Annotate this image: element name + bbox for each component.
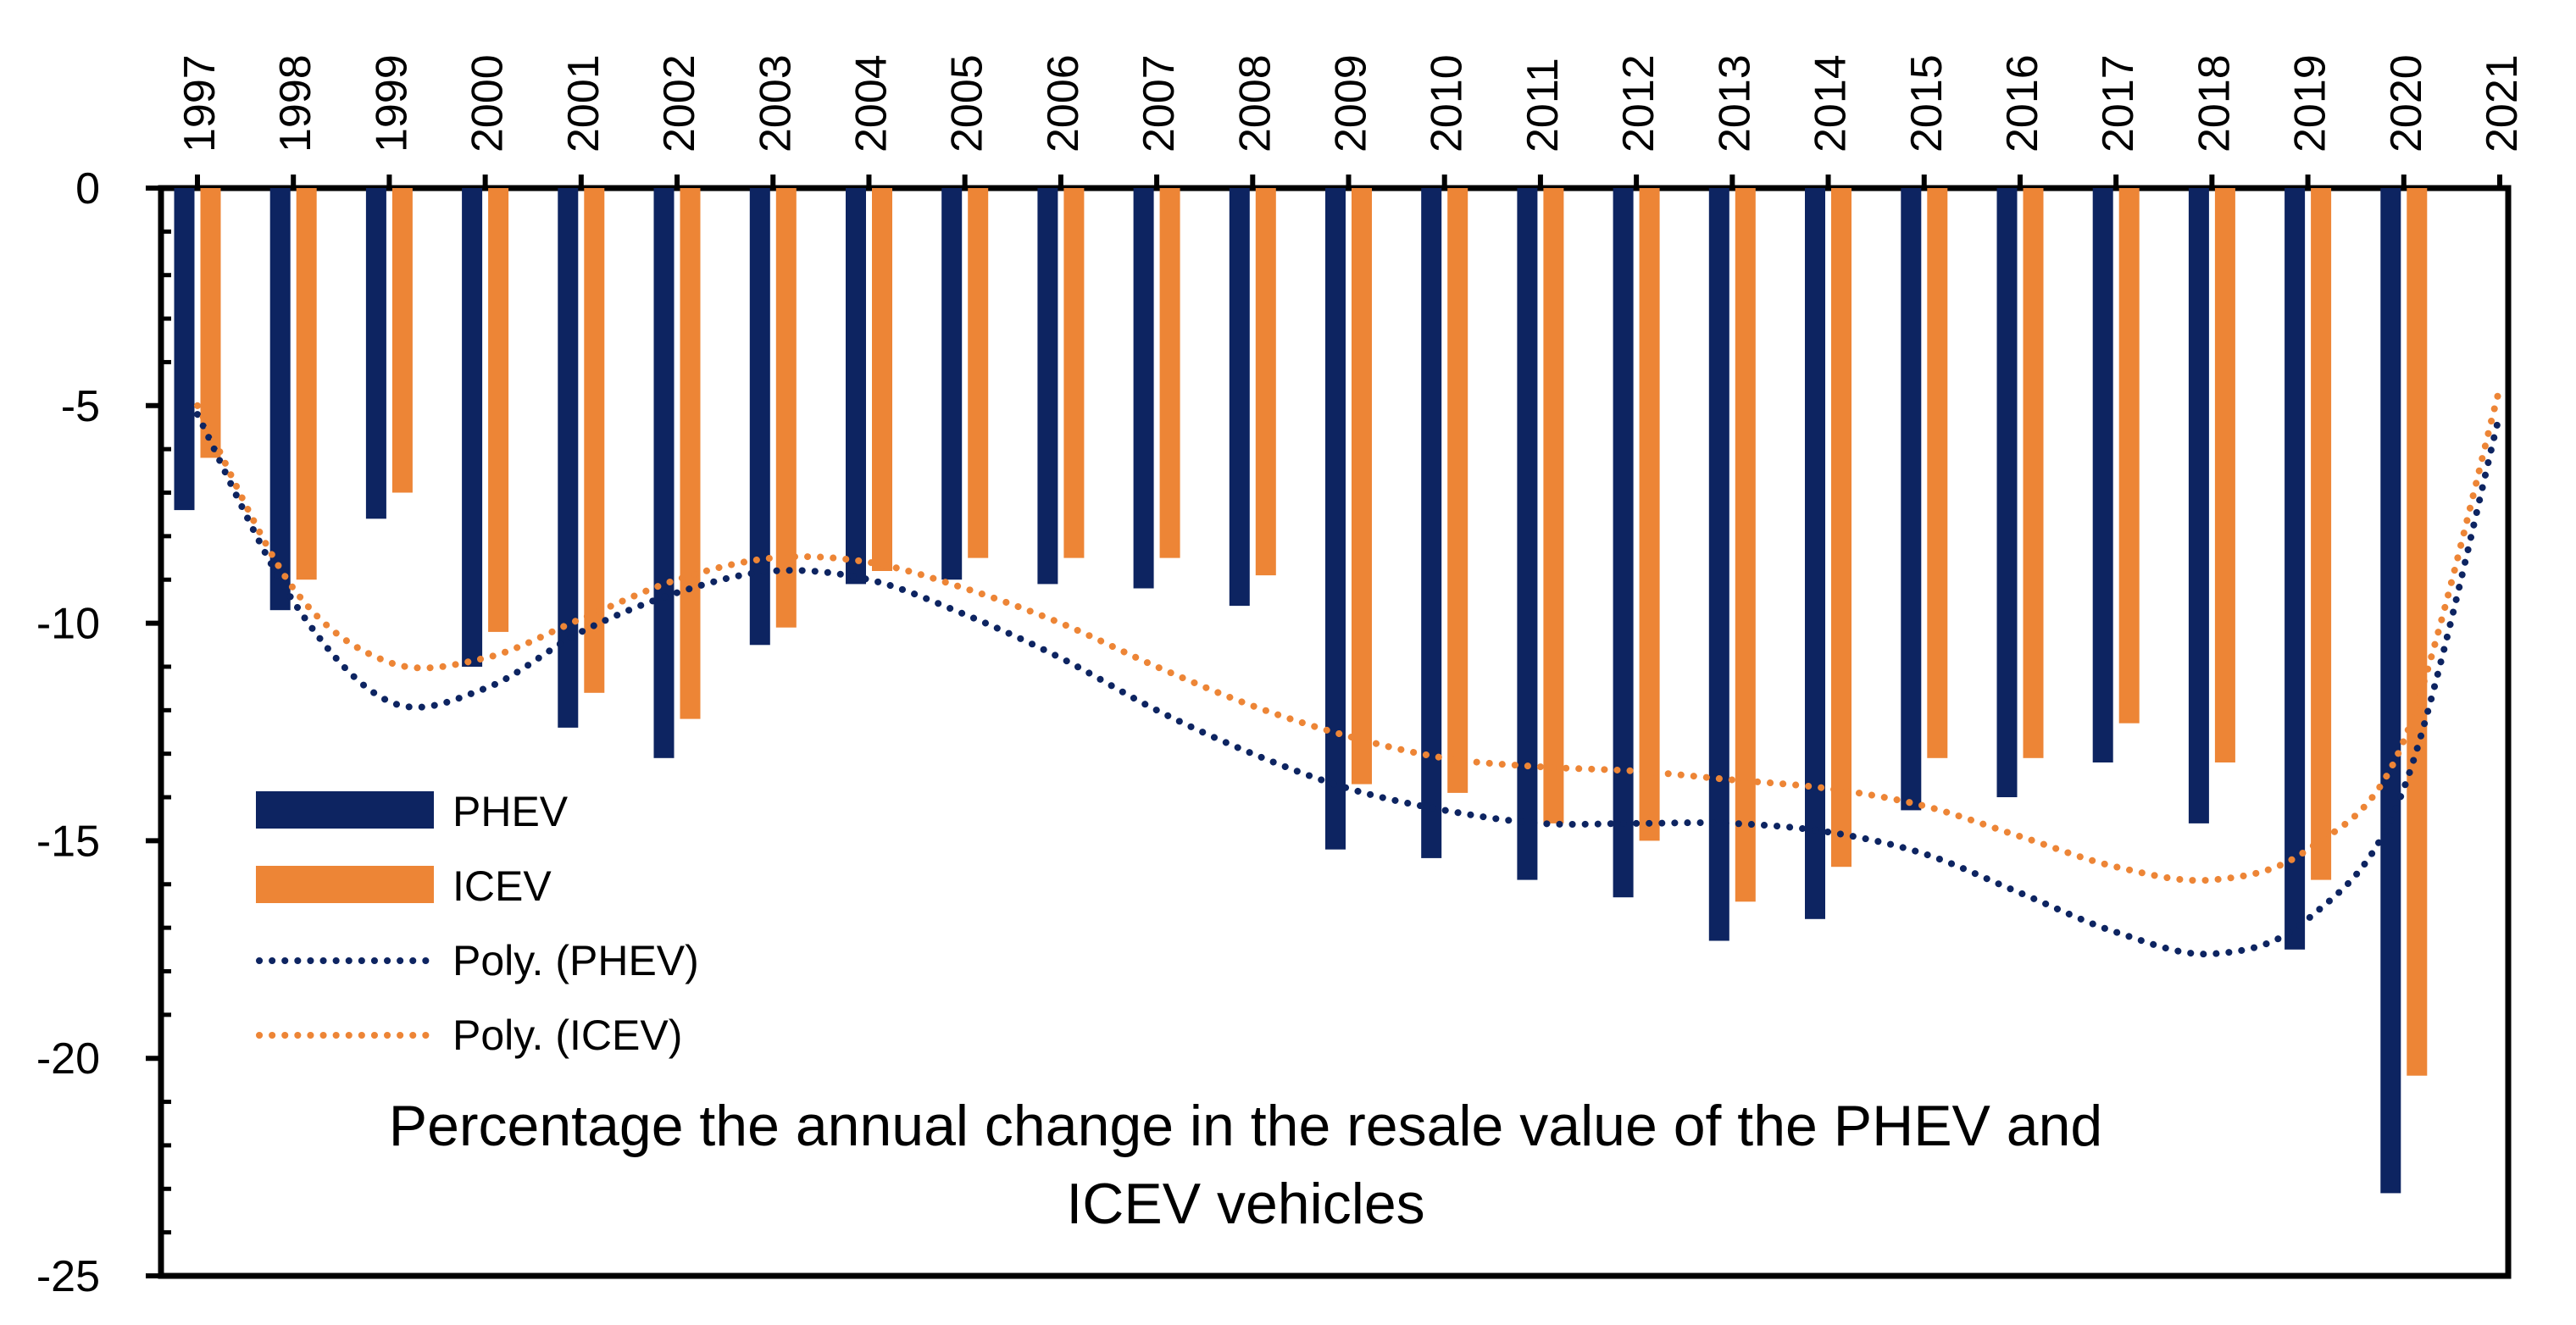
y-tick-label: -20 [36,1034,100,1084]
x-tick-label-2014: 2014 [1807,54,1856,152]
x-tick-label-2009: 2009 [1327,54,1376,152]
legend-label: Poly. (ICEV) [452,1012,682,1059]
y-tick-label: -25 [36,1252,100,1301]
bar-icev-2010 [1447,188,1468,793]
bar-icev-2007 [1159,188,1180,558]
bar-phev-2004 [846,188,866,585]
bar-phev-1999 [365,188,386,519]
bar-phev-2016 [1996,188,2018,797]
bar-phev-2008 [1229,188,1250,607]
bar-phev-1997 [174,188,195,511]
x-tick-label-2000: 2000 [464,54,513,152]
bar-icev-2005 [968,188,989,558]
y-tick-label: 0 [75,164,100,213]
bar-phev-2013 [1708,188,1729,941]
bar-phev-2002 [653,188,675,758]
chart-title-line-2: ICEV vehicles [1066,1172,1424,1236]
x-tick-label-2010: 2010 [1423,54,1472,152]
x-tick-label-2020: 2020 [2382,54,2431,152]
bar-icev-2012 [1639,188,1660,841]
x-tick-label-2019: 2019 [2286,54,2335,152]
bar-icev-2014 [1831,188,1852,868]
x-tick-label-2015: 2015 [1902,54,1951,152]
x-tick-label-2005: 2005 [943,54,992,152]
x-tick-label-1997: 1997 [175,54,225,152]
x-tick-label-2016: 2016 [1998,54,2047,152]
bar-icev-1998 [296,188,317,580]
bar-phev-2011 [1517,188,1538,880]
bar-icev-2003 [775,188,797,628]
x-tick-label-2011: 2011 [1518,58,1568,152]
bar-phev-2019 [2285,188,2306,950]
bar-icev-1997 [200,188,221,458]
trendline-phev [194,411,2503,958]
bar-phev-2010 [1421,188,1442,858]
x-tick-label-2012: 2012 [1614,54,1663,152]
bar-phev-1998 [269,188,291,611]
x-tick-label-2008: 2008 [1230,54,1280,152]
y-tick-label: -5 [61,382,100,431]
bar-icev-1999 [391,188,413,493]
bar-phev-2020 [2380,188,2401,1194]
legend: PHEV ICEV Poly. (PHEV) Poly. (ICEV) [256,788,699,1059]
x-tick-label-2006: 2006 [1039,54,1088,152]
bar-icev-2013 [1735,188,1756,902]
x-tick-label-2004: 2004 [847,54,896,152]
bar-icev-2006 [1063,188,1085,558]
x-tick-label-2001: 2001 [559,54,608,152]
bar-phev-2006 [1037,188,1058,585]
bar-phev-2018 [2188,188,2209,823]
x-tick-label-2002: 2002 [655,54,704,152]
bar-icev-2019 [2311,188,2332,880]
x-tick-label-2013: 2013 [1710,54,1759,152]
bar-phev-2005 [941,188,963,580]
bar-icev-2002 [680,188,701,719]
y-tick-label: -15 [36,817,100,866]
bar-icev-2015 [1927,188,1948,758]
bar-phev-2003 [749,188,770,646]
legend-label: PHEV [452,788,569,835]
legend-swatch-icev [256,866,434,903]
bar-phev-2000 [462,188,483,667]
chart-title: Percentage the annual change in the resa… [389,1094,2103,1236]
x-tick-label-2018: 2018 [2190,54,2239,152]
bar-phev-2012 [1613,188,1634,898]
bar-phev-2007 [1133,188,1154,589]
x-tick-label-2003: 2003 [751,54,800,152]
bar-icev-2009 [1352,188,1372,784]
bar-icev-2018 [2214,188,2235,762]
bar-icev-2020 [2407,188,2428,1076]
bar-icev-2008 [1255,188,1276,576]
x-tick-label-1998: 1998 [271,54,320,152]
legend-label: ICEV [452,862,552,910]
chart-title-line-1: Percentage the annual change in the resa… [389,1094,2103,1158]
x-tick-label-2007: 2007 [1135,54,1184,152]
axes: 0 -5 -10 -15 -20 -25 1997 1998 1999 2000 2001 2002 2… [36,54,2527,1301]
x-tick-label-1999: 1999 [367,54,416,152]
y-tick-label: -10 [36,600,100,649]
bar-phev-2015 [1901,188,1922,811]
x-tick-label-2017: 2017 [2094,54,2143,152]
bar-icev-2016 [2023,188,2044,758]
x-tick-label-2021: 2021 [2478,54,2527,152]
bar-phev-2014 [1805,188,1825,919]
bar-icev-2004 [872,188,892,571]
bar-phev-2009 [1325,188,1346,850]
legend-label: Poly. (PHEV) [452,937,699,984]
bar-phev-2017 [2092,188,2113,762]
trendline-icev [194,385,2503,884]
bar-icev-2011 [1543,188,1564,823]
trendlines [194,385,2503,958]
legend-swatch-phev [256,791,434,829]
bar-icev-2000 [488,188,509,632]
bar-icev-2017 [2118,188,2140,723]
